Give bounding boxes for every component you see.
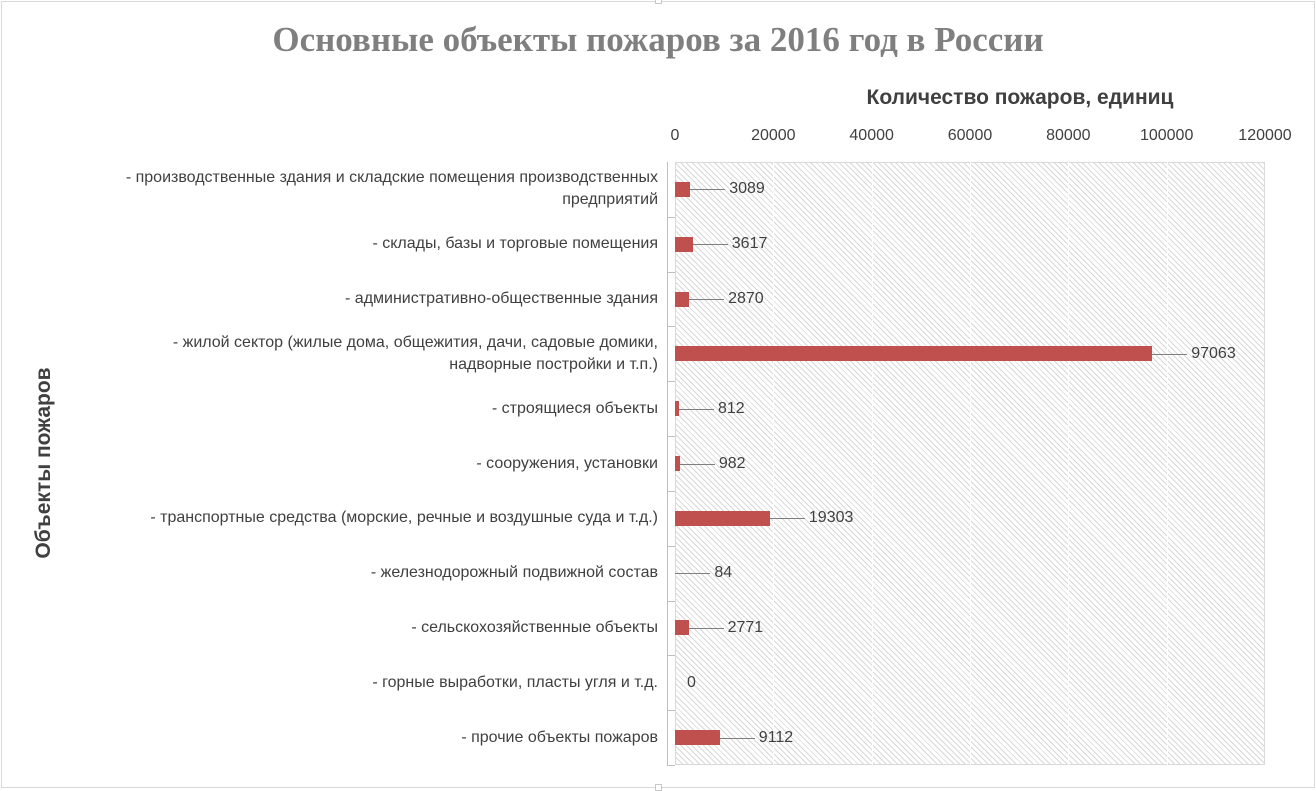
category-tick [667,271,675,273]
x-axis-title: Количество пожаров, единиц [866,86,1174,109]
resize-handle-bottom[interactable] [655,784,662,791]
category-label: - строящиеся объекты [38,398,658,420]
data-label-leader [719,737,755,739]
bar [675,291,690,307]
category-label-line: - сооружения, установки [476,454,658,472]
category-label: - производственные здания и складские по… [38,167,658,211]
category-tick [667,216,675,218]
category-label-line: - железнодорожный подвижной состав [370,564,658,582]
category-tick [667,436,675,438]
data-label: 19303 [808,509,854,527]
category-label-line: - жилой сектор (жилые дома, общежития, д… [172,333,658,351]
category-label: - сооружения, установки [38,453,658,475]
x-tick-label: 20000 [751,127,796,144]
category-label: - горные выработки, пласты угля и т.д. [38,672,658,694]
category-tick [667,490,675,492]
category-tick [667,381,675,383]
category-label-line: - прочие объекты пожаров [461,728,658,746]
x-tick-label: 0 [670,127,680,144]
category-label-line: - строящиеся объекты [491,399,658,417]
gridline [1166,162,1168,765]
bar [675,181,691,197]
data-label: 3617 [731,235,768,253]
x-tick-label: 100000 [1139,127,1194,144]
category-label-line: предприятий [562,191,658,209]
data-label: 982 [718,454,746,472]
category-label: - железнодорожный подвижной состав [38,562,658,584]
data-label: 9112 [758,728,794,746]
category-label-line: - горные выработки, пласты угля и т.д. [372,673,658,691]
data-label-leader [689,299,725,301]
bar [675,730,720,746]
category-tick [667,655,675,657]
data-label: 812 [717,399,745,417]
category-label-line: - производственные здания и складские по… [125,169,658,187]
data-label-leader [769,518,805,520]
bar [675,620,689,636]
category-label-line: - административно-общественные здания [345,290,658,308]
category-label: - прочие объекты пожаров [38,727,658,749]
data-label-leader [675,573,711,575]
bar [675,456,680,471]
data-label-leader [679,463,715,465]
category-tick [667,545,675,547]
bar [675,346,1153,362]
category-label-line: надворные постройки и т.п.) [449,355,658,373]
data-label-leader [688,627,724,629]
x-tick-label: 60000 [947,127,993,144]
bar [675,236,693,252]
category-label: - административно-общественные здания [38,288,658,310]
gridline [970,162,971,765]
chart-title: Основные объекты пожаров за 2016 год в Р… [272,20,1044,59]
data-label: 0 [687,673,696,691]
category-label-line: - транспортные средства (морские, речные… [150,509,658,527]
bar [675,510,770,526]
category-label: - жилой сектор (жилые дома, общежития, д… [38,332,658,376]
data-label: 3089 [729,180,765,198]
gridline [773,162,775,765]
category-label-line: - сельскохозяйственные объекты [411,618,658,636]
data-label-leader [692,244,728,246]
x-tick-label: 120000 [1238,127,1292,144]
data-label: 2870 [728,290,764,308]
data-label-leader [678,408,714,410]
data-label-leader [690,189,726,191]
bar [675,401,679,417]
category-tick [667,765,675,766]
gridline [1068,162,1070,765]
category-label-line: - склады, базы и торговые помещения [372,235,658,253]
category-label: - склады, базы и торговые помещения [38,233,658,255]
resize-handle-top[interactable] [655,0,662,4]
data-label-leader [1152,353,1188,355]
x-tick-label: 40000 [849,127,894,144]
category-axis-line [667,162,668,765]
category-tick [667,710,675,712]
category-tick [667,326,675,328]
category-label: - сельскохозяйственные объекты [38,617,658,639]
category-label: - транспортные средства (морские, речные… [38,507,658,529]
gridline [871,162,873,765]
x-tick-label: 80000 [1046,127,1091,144]
data-label: 97063 [1191,344,1236,362]
category-tick [667,600,675,602]
data-label: 84 [714,564,733,582]
data-label: 2771 [727,618,764,636]
